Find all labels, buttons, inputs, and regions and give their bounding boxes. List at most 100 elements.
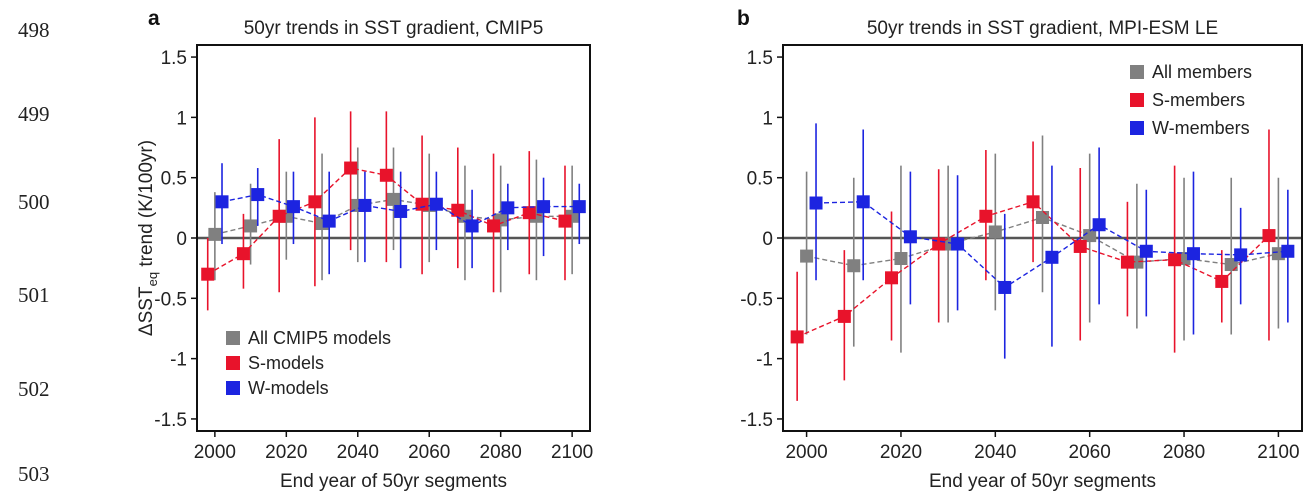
data-point: [201, 267, 215, 281]
y-tick-label: 1.5: [747, 48, 773, 69]
line-number: 502: [18, 377, 50, 401]
y-tick-label: 1.5: [161, 48, 187, 69]
data-point: [1281, 244, 1295, 258]
x-tick-label: 2020: [880, 442, 922, 463]
line-number: 500: [18, 190, 50, 214]
legend-swatch: [1130, 121, 1144, 135]
data-point: [885, 271, 899, 285]
data-point: [522, 206, 536, 220]
data-point: [272, 209, 286, 223]
data-point: [487, 219, 501, 233]
data-point: [1186, 247, 1200, 261]
data-point: [251, 188, 265, 202]
data-point: [1120, 255, 1134, 269]
y-tick-label: 1: [176, 108, 187, 129]
data-point: [215, 195, 229, 209]
legend: All members S-members W-members: [1130, 62, 1252, 138]
chart-title: 50yr trends in SST gradient, CMIP5: [244, 18, 544, 39]
chart-panel-a: a 50yr trends in SST gradient, CMIP5 1.5 1 0…: [136, 7, 593, 492]
x-tick-label: 2080: [1163, 442, 1205, 463]
legend-label: S-members: [1152, 90, 1245, 110]
data-point: [1092, 218, 1106, 232]
data-point: [415, 197, 429, 211]
data-point: [1234, 248, 1248, 262]
y-tick-label: -1.5: [154, 410, 187, 431]
legend-swatch: [226, 331, 240, 345]
series-s: [201, 111, 572, 311]
data-point: [979, 209, 993, 223]
data-point: [856, 195, 870, 209]
x-tick-label: 2020: [265, 442, 307, 463]
data-point: [572, 200, 586, 214]
y-tick-label: -0.5: [154, 289, 187, 310]
data-point: [1139, 244, 1153, 258]
chart-panel-b: b 50yr trends in SST gradient, MPI-ESM LE…: [737, 7, 1303, 492]
legend: All CMIP5 models S-models W-models: [226, 328, 391, 398]
legend-swatch: [1130, 65, 1144, 79]
x-tick-label: 2100: [551, 442, 593, 463]
plot-frame: [196, 44, 591, 432]
data-point: [322, 214, 336, 228]
legend-label: All CMIP5 models: [248, 328, 391, 348]
data-point: [1262, 229, 1276, 243]
data-point: [1036, 210, 1049, 224]
series-all: [800, 135, 1285, 353]
data-point: [537, 200, 551, 214]
data-point: [379, 168, 393, 182]
data-point: [790, 330, 804, 344]
data-point: [358, 198, 372, 212]
data-point: [894, 252, 908, 266]
panel-letter: b: [737, 7, 750, 30]
data-point: [394, 204, 408, 218]
data-point: [451, 203, 465, 217]
x-tick-label: 2060: [1069, 442, 1111, 463]
legend-label: W-models: [248, 378, 329, 398]
line-number: 499: [18, 102, 50, 126]
data-point: [1026, 195, 1040, 209]
line-number: 503: [18, 462, 50, 486]
legend-label: W-members: [1152, 118, 1250, 138]
data-point: [932, 237, 946, 251]
series-s: [790, 129, 1276, 401]
x-tick-label: 2040: [974, 442, 1016, 463]
line-number: 498: [18, 18, 50, 42]
data-point: [809, 196, 823, 210]
legend-label: All members: [1152, 62, 1252, 82]
data-point: [847, 259, 861, 273]
legend-swatch: [226, 356, 240, 370]
chart-title: 50yr trends in SST gradient, MPI-ESM LE: [867, 18, 1218, 39]
data-point: [1168, 253, 1182, 267]
plot-frame: [782, 44, 1303, 432]
data-point: [800, 249, 814, 263]
data-point: [387, 192, 400, 206]
data-point: [1073, 239, 1087, 253]
x-axis-label: End year of 50yr segments: [280, 471, 507, 492]
x-axis-label: End year of 50yr segments: [929, 471, 1156, 492]
data-point: [998, 280, 1012, 294]
line-number: 501: [18, 283, 50, 307]
legend-label: S-models: [248, 353, 324, 373]
y-axis-label: ΔSSTeq trend (K/100yr): [136, 140, 160, 336]
y-tick-label: -1.5: [740, 410, 773, 431]
y-tick-label: -1: [756, 350, 773, 371]
x-tick-label: 2040: [337, 442, 379, 463]
data-point: [1215, 274, 1229, 288]
data-point: [286, 200, 300, 214]
line-number-column: 498 499 500 501 502 503: [0, 0, 70, 495]
data-point: [988, 225, 1002, 239]
legend-swatch: [1130, 93, 1144, 107]
x-tick-label: 2100: [1257, 442, 1299, 463]
y-tick-label: 0.5: [161, 169, 187, 190]
legend-swatch: [226, 381, 240, 395]
panel-letter: a: [148, 7, 160, 30]
data-point: [344, 161, 358, 175]
data-point: [1045, 250, 1059, 264]
data-point: [244, 219, 258, 233]
x-tick-label: 2080: [480, 442, 522, 463]
data-point: [465, 219, 479, 233]
data-point: [208, 227, 222, 241]
x-tick-label: 2000: [785, 442, 827, 463]
data-point: [951, 237, 965, 251]
data-point: [236, 247, 250, 261]
